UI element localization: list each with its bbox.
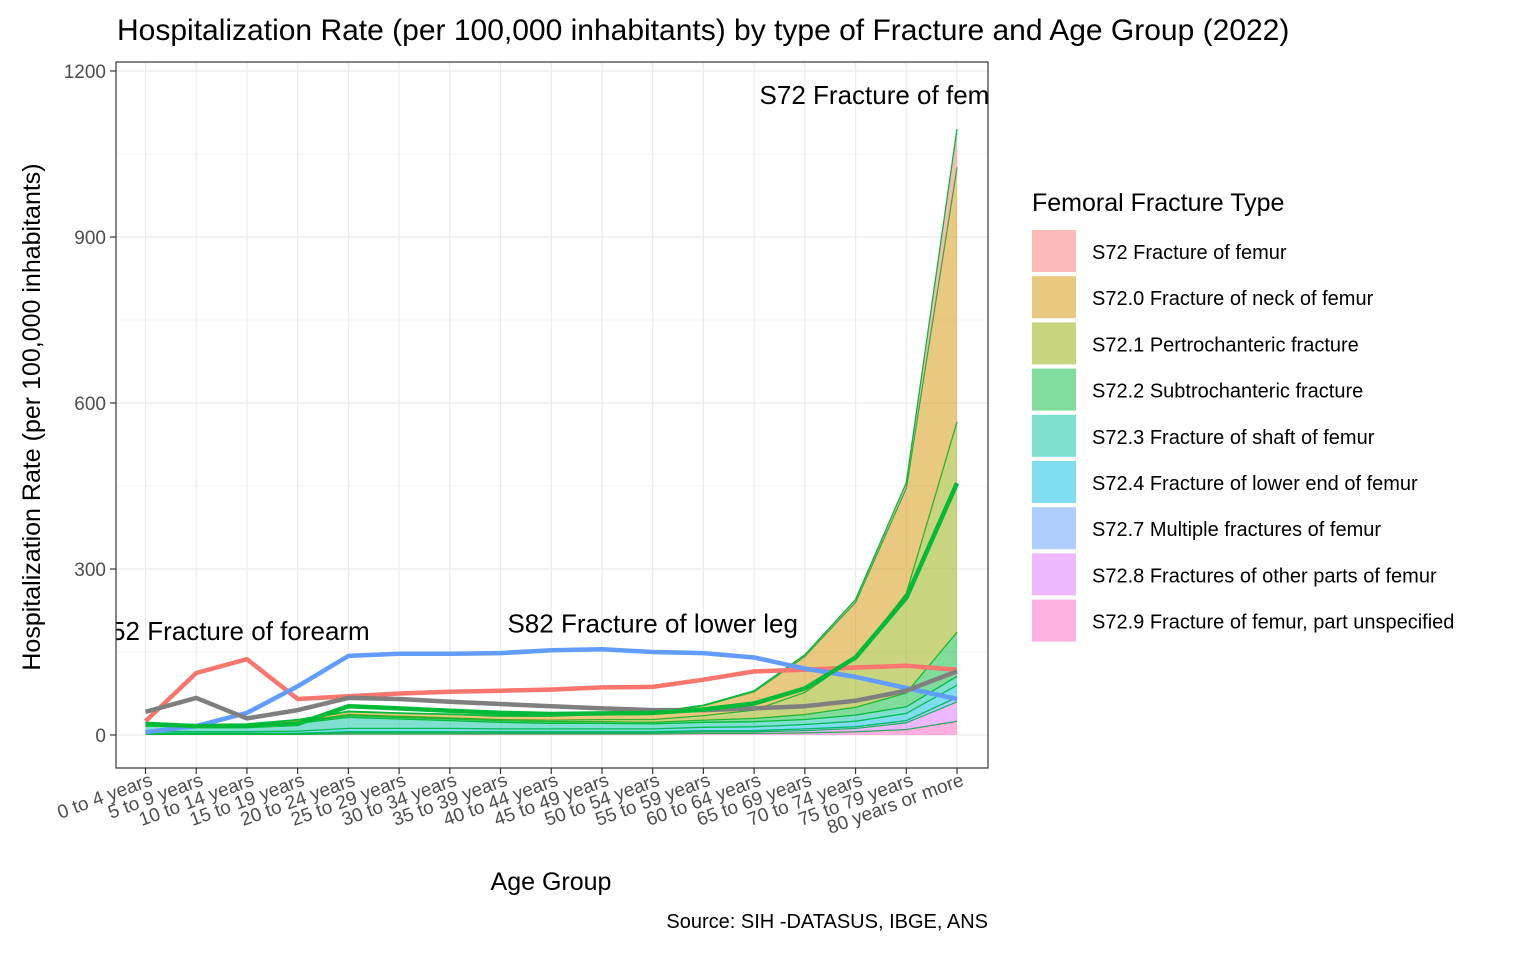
annotations: S72 Fracture of femur S52 Fracture of for… — [94, 80, 1013, 646]
plot-border — [115, 61, 989, 769]
legend: Femoral Fracture Type S72 Fracture of fe… — [1032, 189, 1454, 642]
legend-key — [1032, 368, 1076, 411]
legend-key — [1032, 599, 1076, 642]
y-tick-label: 300 — [74, 560, 106, 581]
y-axis: 0 300 600 900 1200 — [64, 62, 116, 747]
legend-key — [1032, 507, 1076, 550]
y-tick-label: 900 — [74, 228, 106, 249]
legend-key — [1032, 461, 1076, 503]
legend-label: S72 Fracture of femur — [1092, 242, 1287, 264]
legend-title: Femoral Fracture Type — [1032, 189, 1284, 217]
y-tick-label: 0 — [95, 726, 106, 747]
legend-label: S72.4 Fracture of lower end of femur — [1092, 473, 1418, 495]
legend-label: S72.8 Fractures of other parts of femur — [1092, 565, 1437, 587]
legend-label: S72.2 Subtrochanteric fracture — [1092, 381, 1363, 403]
legend-key — [1032, 276, 1076, 319]
y-tick-label: 600 — [74, 394, 106, 415]
y-tick-label: 1200 — [64, 62, 106, 83]
annotation-label: S52 Fracture of forearm — [94, 616, 370, 646]
caption: Source: SIH -DATASUS, IBGE, ANS — [666, 911, 988, 933]
legend-label: S72.7 Multiple fractures of femur — [1092, 519, 1381, 541]
annotation-label: S72 Fracture of femur — [760, 80, 1013, 110]
area-series — [145, 721, 957, 735]
legend-key — [1032, 322, 1076, 365]
legend-label: S72.9 Fracture of femur, part unspecifie… — [1092, 612, 1454, 634]
legend-label: S72.1 Pertrochanteric fracture — [1092, 334, 1359, 356]
data-lines — [143, 482, 960, 735]
line-series — [143, 656, 958, 723]
legend-key — [1032, 230, 1076, 272]
annotation-label: S82 Fracture of lower leg — [507, 609, 797, 639]
x-axis-label: Age Group — [491, 868, 612, 896]
line-series — [145, 482, 960, 729]
legend-key — [1032, 553, 1076, 596]
line-series — [144, 669, 958, 721]
chart-title: Hospitalization Rate (per 100,000 inhabi… — [117, 14, 1289, 47]
legend-label: S72.3 Fracture of shaft of femur — [1092, 427, 1375, 449]
legend-items: S72 Fracture of femur S72.0 Fracture of n… — [1032, 230, 1454, 642]
y-axis-label: Hospitalization Rate (per 100,000 inhabi… — [18, 163, 46, 670]
plot-frame — [115, 61, 989, 769]
legend-label: S72.0 Fracture of neck of femur — [1092, 288, 1374, 310]
legend-key — [1032, 414, 1076, 457]
line-series — [145, 646, 958, 735]
